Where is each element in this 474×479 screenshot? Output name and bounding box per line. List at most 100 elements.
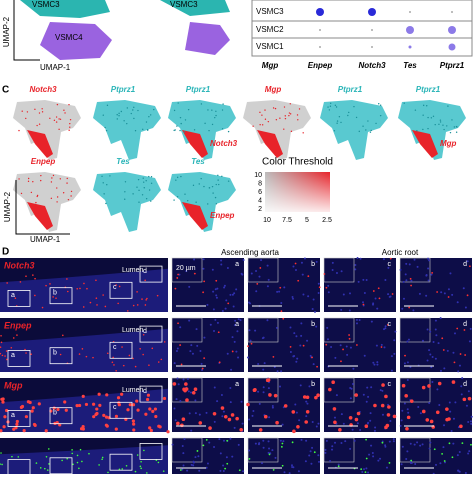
- signal: [180, 363, 183, 366]
- cell-dot: [422, 128, 424, 131]
- cell-dot: [288, 114, 290, 117]
- roi-box: [139, 325, 163, 343]
- nucleus: [179, 399, 182, 402]
- cell-dot: [150, 200, 152, 202]
- cell-dot: [426, 105, 428, 107]
- signal: [155, 459, 158, 462]
- nucleus: [258, 402, 261, 405]
- signal: [97, 392, 101, 396]
- nucleus: [317, 422, 320, 425]
- nucleus: [448, 401, 451, 404]
- signal: [421, 409, 426, 414]
- nucleus: [251, 414, 254, 417]
- signal: [248, 457, 251, 460]
- signal: [25, 352, 27, 354]
- nucleus: [362, 393, 365, 396]
- nucleus: [315, 260, 318, 263]
- zoom-inset: [171, 377, 203, 403]
- nucleus: [428, 259, 431, 262]
- roi-label: a: [11, 412, 15, 419]
- nucleus: [223, 286, 226, 289]
- cell-dot: [227, 180, 230, 182]
- nucleus: [304, 460, 307, 463]
- signal: [132, 422, 136, 426]
- signal: [61, 459, 63, 462]
- nucleus: [381, 389, 384, 392]
- signal: [314, 395, 318, 400]
- signal: [157, 424, 161, 428]
- signal: [230, 413, 235, 417]
- cell-dot: [427, 127, 429, 130]
- nucleus: [356, 257, 359, 260]
- cell-dot: [261, 124, 264, 126]
- cell-dot: [208, 187, 211, 189]
- signal: [157, 361, 160, 363]
- signal: [172, 382, 177, 386]
- cell-dot: [215, 114, 217, 117]
- nucleus: [317, 282, 320, 285]
- nucleus: [349, 292, 352, 295]
- zoom-inset: [399, 437, 431, 463]
- signal: [113, 364, 115, 366]
- signal: [448, 442, 451, 445]
- cell-dot: [221, 128, 224, 130]
- cell-dot: [416, 130, 418, 132]
- roi-box: [49, 407, 73, 425]
- roi-label: c: [113, 404, 117, 411]
- nucleus: [278, 290, 281, 293]
- signal: [16, 334, 18, 336]
- nucleus: [371, 451, 374, 454]
- tissue: [0, 445, 168, 474]
- nucleus: [293, 332, 296, 335]
- nucleus: [426, 359, 429, 362]
- nucleus: [216, 400, 219, 403]
- cell-dot: [150, 175, 153, 178]
- signal: [125, 464, 128, 467]
- cell-dot: [212, 192, 214, 194]
- cell-dot: [193, 129, 196, 131]
- nucleus: [428, 349, 431, 352]
- nucleus: [376, 361, 379, 364]
- nucleus: [450, 429, 453, 432]
- cell-dot: [56, 196, 59, 198]
- nucleus: [190, 429, 193, 432]
- nucleus: [200, 362, 203, 365]
- cell-dot: [52, 174, 55, 177]
- nucleus: [242, 470, 245, 473]
- zoom-inset: [323, 377, 355, 403]
- nucleus: [305, 400, 308, 403]
- nucleus: [312, 363, 315, 366]
- nucleus: [342, 293, 345, 296]
- roi-label: d: [143, 328, 147, 335]
- nucleus: [224, 307, 227, 310]
- signal: [387, 405, 391, 409]
- signal: [78, 467, 80, 470]
- cell-dot: [284, 117, 287, 120]
- nucleus: [435, 334, 438, 337]
- nucleus: [235, 350, 238, 353]
- panel-letter: d: [463, 261, 467, 268]
- umap-highlight: [182, 202, 208, 230]
- signal: [388, 462, 391, 464]
- signal: [360, 468, 363, 471]
- cell-dot: [27, 177, 30, 180]
- signal: [203, 357, 206, 360]
- nucleus: [419, 444, 422, 447]
- nucleus: [241, 422, 244, 425]
- nucleus: [331, 261, 334, 264]
- signal: [66, 278, 68, 280]
- signal: [338, 428, 342, 432]
- signal: [20, 404, 25, 409]
- signal: [149, 428, 153, 433]
- signal: [342, 348, 344, 351]
- nucleus: [425, 294, 428, 297]
- nucleus: [289, 326, 292, 329]
- signal: [246, 402, 250, 407]
- nucleus: [339, 344, 342, 347]
- panel-letter: a: [235, 381, 239, 388]
- signal: [340, 360, 342, 363]
- signal: [385, 423, 390, 428]
- nucleus: [403, 402, 406, 405]
- roi-box: [139, 265, 163, 283]
- cell-dot: [347, 114, 349, 117]
